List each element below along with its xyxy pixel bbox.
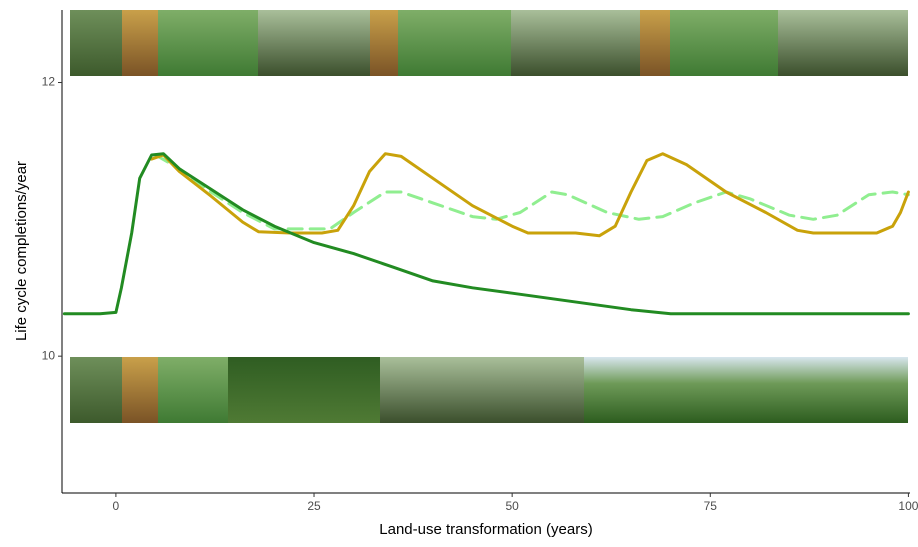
series-line — [156, 155, 909, 229]
y-tick-label: 10 — [42, 348, 56, 362]
y-axis-title: Life cycle completions/year — [13, 161, 30, 341]
image-strip-bottom — [70, 357, 908, 423]
series-line — [64, 154, 908, 314]
x-tick-label: 25 — [307, 499, 321, 513]
x-tick-label: 75 — [704, 499, 718, 513]
image-strip-top — [70, 10, 908, 76]
x-axis-title: Land-use transformation (years) — [379, 521, 592, 538]
x-tick-label: 50 — [505, 499, 519, 513]
x-tick-label: 100 — [898, 499, 918, 513]
y-tick-label: 12 — [42, 75, 56, 89]
series-line — [152, 154, 909, 236]
chart: Land-use transformation (years) Life cyc… — [0, 0, 918, 542]
x-tick-label: 0 — [113, 499, 120, 513]
